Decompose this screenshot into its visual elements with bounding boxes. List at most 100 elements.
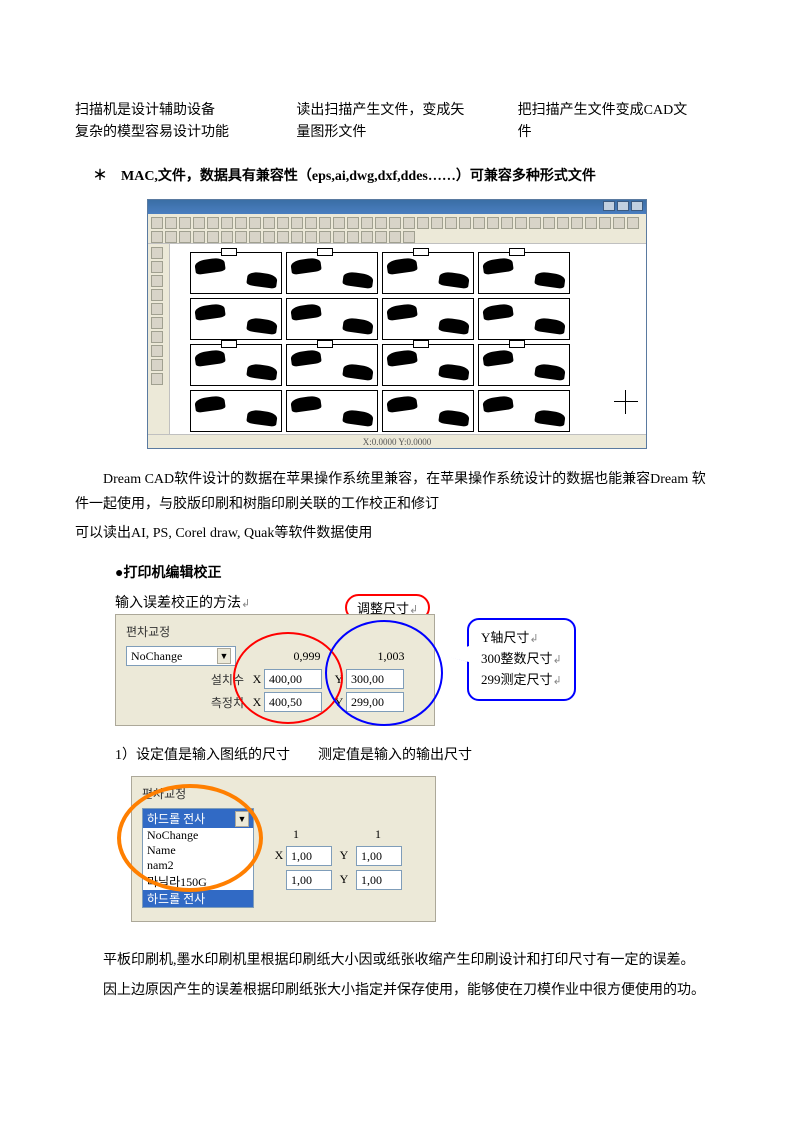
- tool-icon[interactable]: [291, 217, 303, 229]
- tool-icon[interactable]: [389, 231, 401, 243]
- tool-icon[interactable]: [207, 231, 219, 243]
- tool-icon[interactable]: [263, 231, 275, 243]
- sub-row: X 1,00 Y 1,00: [272, 846, 402, 866]
- tool-icon[interactable]: [193, 217, 205, 229]
- paragraph: 可以读出AI, PS, Corel draw, Quak等软件数据使用: [75, 521, 719, 546]
- row-label: 설치수: [126, 671, 250, 688]
- tool-icon[interactable]: [221, 231, 233, 243]
- tool-icon[interactable]: [375, 231, 387, 243]
- tool-icon[interactable]: [263, 217, 275, 229]
- tool-icon[interactable]: [515, 217, 527, 229]
- die-cell: [190, 390, 282, 432]
- dropdown-item[interactable]: 하드롤 전사: [143, 890, 253, 907]
- tool-icon[interactable]: [235, 217, 247, 229]
- tool-icon[interactable]: [193, 231, 205, 243]
- tool-icon[interactable]: [543, 217, 555, 229]
- maximize-icon[interactable]: [617, 201, 629, 211]
- flap: [317, 340, 333, 348]
- cad-canvas[interactable]: [170, 244, 646, 434]
- cad-left-toolbar: [148, 244, 170, 434]
- die-cell: [382, 344, 474, 386]
- tool-icon[interactable]: [221, 217, 233, 229]
- cad-main: [148, 244, 646, 434]
- tool-icon[interactable]: [347, 231, 359, 243]
- tool-icon[interactable]: [319, 231, 331, 243]
- tool-icon[interactable]: [613, 217, 625, 229]
- tool-icon[interactable]: [151, 303, 163, 315]
- tool-icon[interactable]: [403, 217, 415, 229]
- tool-icon[interactable]: [557, 217, 569, 229]
- tool-icon[interactable]: [585, 217, 597, 229]
- axis-label: Y: [332, 848, 356, 863]
- tool-icon[interactable]: [347, 217, 359, 229]
- die-layout-grid: [190, 252, 570, 432]
- axis-label: Y: [332, 872, 356, 887]
- tool-icon[interactable]: [627, 217, 639, 229]
- die-cell: [478, 298, 570, 340]
- text: 300整数尺寸: [481, 651, 553, 666]
- tool-icon[interactable]: [375, 217, 387, 229]
- tool-icon[interactable]: [151, 331, 163, 343]
- tool-icon[interactable]: [487, 217, 499, 229]
- tool-icon[interactable]: [361, 217, 373, 229]
- tool-icon[interactable]: [501, 217, 513, 229]
- tool-icon[interactable]: [151, 373, 163, 385]
- note-text: 1）设定值是输入图纸的尺寸 测定值是输入的输出尺寸: [115, 744, 719, 764]
- tool-icon[interactable]: [165, 231, 177, 243]
- tool-icon[interactable]: [571, 217, 583, 229]
- close-icon[interactable]: [631, 201, 643, 211]
- tool-icon[interactable]: [361, 231, 373, 243]
- tool-icon[interactable]: [277, 231, 289, 243]
- die-cell: [286, 252, 378, 294]
- y-input[interactable]: 1,00: [356, 846, 402, 866]
- tool-icon[interactable]: [389, 217, 401, 229]
- tool-icon[interactable]: [459, 217, 471, 229]
- flap: [413, 248, 429, 256]
- tool-icon[interactable]: [165, 217, 177, 229]
- tool-icon[interactable]: [151, 317, 163, 329]
- tool-icon[interactable]: [151, 217, 163, 229]
- minimize-icon[interactable]: [603, 201, 615, 211]
- chevron-down-icon[interactable]: ▼: [217, 648, 231, 664]
- tool-icon[interactable]: [403, 231, 415, 243]
- tool-icon[interactable]: [417, 217, 429, 229]
- y-input-2[interactable]: 1,00: [356, 870, 402, 890]
- tool-icon[interactable]: [151, 247, 163, 259]
- tool-icon[interactable]: [599, 217, 611, 229]
- tool-icon[interactable]: [333, 217, 345, 229]
- x-input[interactable]: 1,00: [286, 846, 332, 866]
- tool-icon[interactable]: [333, 231, 345, 243]
- x-input-2[interactable]: 1,00: [286, 870, 332, 890]
- tool-icon[interactable]: [529, 217, 541, 229]
- tool-icon[interactable]: [305, 231, 317, 243]
- tool-icon[interactable]: [151, 289, 163, 301]
- tool-icon[interactable]: [473, 217, 485, 229]
- tool-icon[interactable]: [151, 275, 163, 287]
- tool-icon[interactable]: [305, 217, 317, 229]
- die-cell: [190, 298, 282, 340]
- tool-icon[interactable]: [151, 231, 163, 243]
- tool-icon[interactable]: [291, 231, 303, 243]
- tool-icon[interactable]: [235, 231, 247, 243]
- blue-ellipse-callout: [325, 620, 443, 726]
- correction-panel-2-group: 편차교정 하드롤 전사 ▼ NoChange Name nam2 마닐라150G…: [131, 776, 456, 922]
- tool-icon[interactable]: [151, 345, 163, 357]
- tool-icon[interactable]: [179, 231, 191, 243]
- tool-icon[interactable]: [249, 231, 261, 243]
- tool-icon[interactable]: [431, 217, 443, 229]
- ratio-y: 1: [354, 827, 402, 842]
- preset-combo[interactable]: NoChange ▼: [126, 646, 236, 666]
- tool-icon[interactable]: [151, 261, 163, 273]
- tool-icon[interactable]: [207, 217, 219, 229]
- tool-icon[interactable]: [445, 217, 457, 229]
- tool-icon[interactable]: [277, 217, 289, 229]
- tool-icon[interactable]: [319, 217, 331, 229]
- tool-icon[interactable]: [151, 359, 163, 371]
- ratio-x: 1: [272, 827, 320, 842]
- orange-circle-callout: [117, 784, 263, 892]
- cad-screenshot: X:0.0000 Y:0.0000: [147, 199, 647, 449]
- top-col-2: 读出扫描产生文件，变成矢 量图形文件: [296, 100, 497, 145]
- tool-icon[interactable]: [249, 217, 261, 229]
- axis-label: X: [272, 848, 286, 863]
- tool-icon[interactable]: [179, 217, 191, 229]
